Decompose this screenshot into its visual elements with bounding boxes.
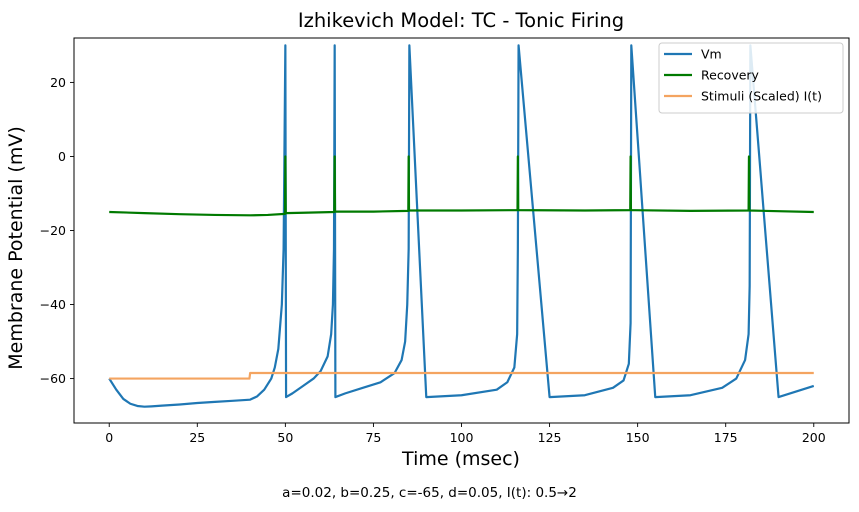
- series-line-stimuli-scaled-i-t: [109, 371, 814, 380]
- y-tick-label: −60: [40, 371, 66, 386]
- legend-label: Vm: [701, 47, 722, 62]
- y-axis-label: Membrane Potential (mV): [5, 126, 27, 369]
- y-tick-label: 0: [58, 149, 66, 164]
- legend: Vm Recovery Stimuli (Scaled) I(t): [658, 42, 844, 114]
- chart-title: Izhikevich Model: TC - Tonic Firing: [298, 9, 624, 32]
- x-tick-label: 75: [365, 430, 381, 445]
- x-tick-label: 200: [802, 430, 826, 445]
- x-tick-label: 25: [189, 430, 205, 445]
- x-axis-ticks: 0 25 50 75 100 125 150 175 200: [105, 423, 826, 445]
- x-tick-label: 50: [277, 430, 293, 445]
- y-axis-ticks: −60 −40 −20 0 20: [40, 75, 74, 386]
- y-tick-label: 20: [50, 75, 66, 90]
- parameter-caption: a=0.02, b=0.25, c=-65, d=0.05, I(t): 0.5…: [282, 485, 577, 501]
- legend-box: [658, 42, 844, 114]
- chart: Izhikevich Model: TC - Tonic Firing 0 25 5…: [5, 9, 850, 470]
- x-axis-label: Time (msec): [401, 448, 520, 470]
- series-line-recovery: [109, 155, 814, 217]
- y-tick-label: −20: [40, 223, 66, 238]
- x-tick-label: 100: [450, 430, 474, 445]
- x-tick-label: 175: [714, 430, 738, 445]
- series-layer: [108, 44, 815, 408]
- x-tick-label: 125: [538, 430, 562, 445]
- legend-label: Stimuli (Scaled) I(t): [701, 89, 822, 104]
- x-tick-label: 150: [626, 430, 650, 445]
- legend-label: Recovery: [701, 68, 760, 83]
- y-tick-label: −40: [40, 297, 66, 312]
- series-line-vm: [108, 44, 815, 408]
- x-tick-label: 0: [105, 430, 113, 445]
